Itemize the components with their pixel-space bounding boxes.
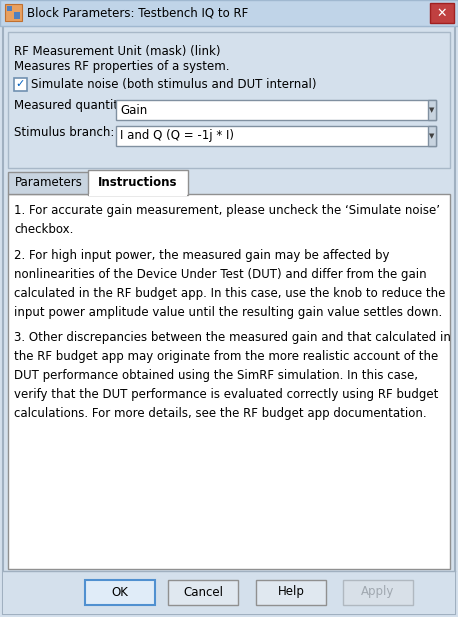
Bar [88, 170, 188, 195]
Text: 2. For high input power, the measured gain may be affected by
nonlinearities of : 2. For high input power, the measured ga… [14, 249, 445, 319]
Bar [116, 100, 436, 120]
Text: Measured quantity:: Measured quantity: [14, 99, 128, 112]
Text: RF Measurement Unit (mask) (link): RF Measurement Unit (mask) (link) [14, 45, 220, 58]
Text: Cancel: Cancel [183, 586, 223, 598]
Bar [8, 172, 91, 194]
Bar [116, 126, 436, 146]
Text: Help: Help [278, 586, 305, 598]
Text: Measures RF properties of a system.: Measures RF properties of a system. [14, 60, 229, 73]
Text: I and Q (Q = -1j * I): I and Q (Q = -1j * I) [120, 130, 234, 143]
Bar [89, 194, 187, 196]
Text: ✕: ✕ [437, 7, 447, 20]
Bar [168, 580, 238, 605]
Text: Gain: Gain [120, 104, 147, 117]
Bar [343, 580, 413, 605]
Bar [7, 6, 12, 11]
Bar [256, 580, 326, 605]
Bar [3, 571, 455, 614]
Text: Simulate noise (both stimulus and DUT internal): Simulate noise (both stimulus and DUT in… [31, 78, 316, 91]
Bar [14, 12, 20, 19]
Text: ▼: ▼ [429, 133, 435, 139]
Bar [5, 4, 22, 21]
Bar [430, 3, 454, 23]
Text: 1. For accurate gain measurement, please uncheck the ‘Simulate noise’
checkbox.: 1. For accurate gain measurement, please… [14, 204, 440, 236]
Bar [14, 78, 27, 91]
Bar [428, 100, 436, 120]
Bar [8, 32, 450, 168]
Text: Block Parameters: Testbench IQ to RF: Block Parameters: Testbench IQ to RF [27, 7, 248, 20]
Text: Instructions: Instructions [98, 175, 178, 189]
Bar [0, 0, 458, 26]
Text: Parameters: Parameters [15, 176, 83, 189]
Text: 3. Other discrepancies between the measured gain and that calculated in
the RF b: 3. Other discrepancies between the measu… [14, 331, 451, 420]
Text: ✓: ✓ [15, 80, 24, 89]
Bar [428, 126, 436, 146]
Text: ▼: ▼ [429, 107, 435, 113]
Text: Stimulus branch:: Stimulus branch: [14, 125, 114, 138]
Text: OK: OK [112, 586, 128, 598]
Bar [8, 194, 450, 569]
Text: Apply: Apply [361, 586, 395, 598]
Bar [85, 580, 155, 605]
